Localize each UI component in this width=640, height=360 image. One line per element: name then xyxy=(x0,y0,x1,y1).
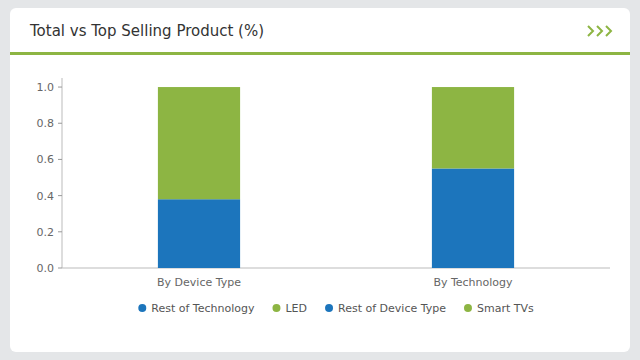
bars xyxy=(158,87,514,268)
y-tick xyxy=(58,87,62,88)
legend-label: Rest of Device Type xyxy=(338,302,446,315)
x-tick-label: By Device Type xyxy=(157,276,241,289)
card xyxy=(10,8,630,352)
x-axis-line xyxy=(62,268,610,269)
legend-marker xyxy=(325,304,333,312)
chevron xyxy=(606,26,611,36)
title: Total vs Top Selling Product (%) xyxy=(29,22,264,40)
legend-label: Rest of Technology xyxy=(151,302,255,315)
legend: Rest of Technology LED Rest of Device Type… xyxy=(138,302,534,315)
chevron xyxy=(597,26,602,36)
bar xyxy=(158,199,240,268)
bar xyxy=(158,87,240,199)
y-tick-label: 0.4 xyxy=(37,190,55,203)
bar xyxy=(432,87,514,168)
y-tick-label: 0.0 xyxy=(37,262,55,275)
x-tick-label: By Technology xyxy=(433,276,513,289)
y-tick xyxy=(58,123,62,124)
legend-marker xyxy=(464,304,472,312)
header-rule xyxy=(10,52,630,55)
background xyxy=(0,0,640,360)
chevron xyxy=(588,26,593,36)
y-tick xyxy=(58,195,62,196)
chart: Total vs Top Selling Product (%) 0.0 0.2 0.… xyxy=(0,0,640,360)
bar xyxy=(432,168,514,268)
y-tick-label: 0.2 xyxy=(37,226,55,239)
legend-label: LED xyxy=(285,302,307,315)
y-tick-label: 1.0 xyxy=(37,81,55,94)
y-tick xyxy=(58,231,62,232)
y-tick xyxy=(58,159,62,160)
y-axis-line xyxy=(62,78,63,268)
legend-label: Smart TVs xyxy=(477,302,534,315)
y-tick xyxy=(58,268,62,269)
y-tick-label: 0.6 xyxy=(37,153,55,166)
y-tick-label: 0.8 xyxy=(37,117,55,130)
legend-marker xyxy=(138,304,146,312)
legend-marker xyxy=(272,304,280,312)
